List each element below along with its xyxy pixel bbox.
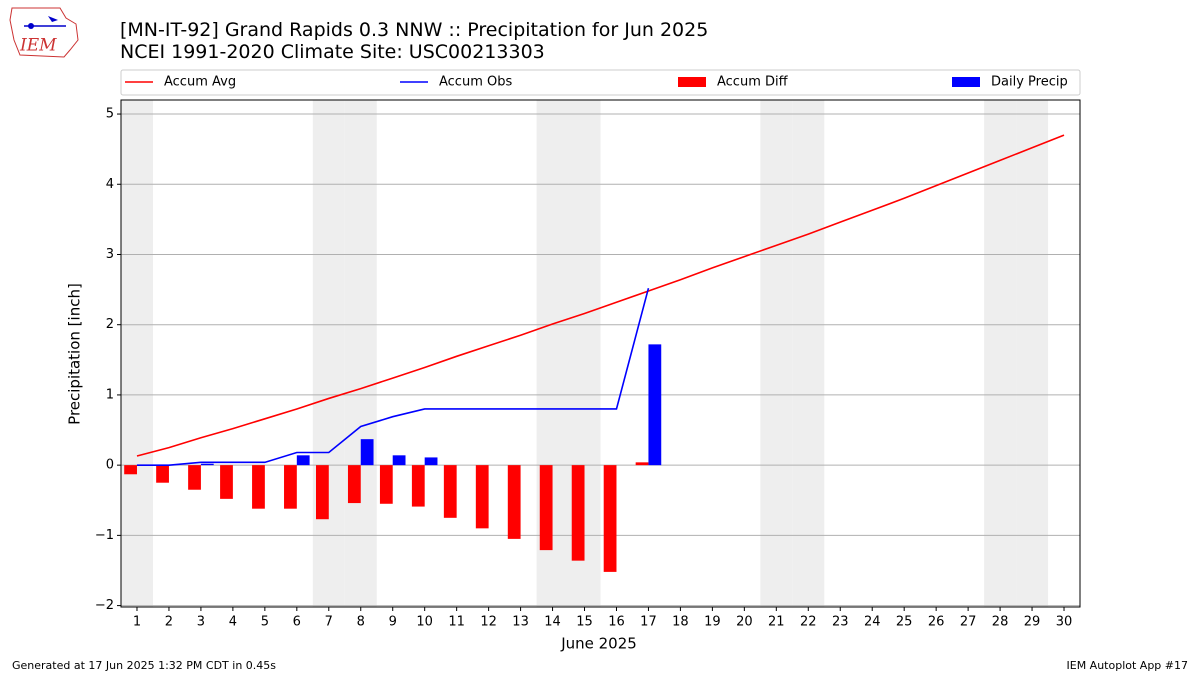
weekend-shade [1016, 100, 1049, 607]
bar [252, 465, 265, 509]
y-tick-label: 1 [106, 387, 114, 402]
weekend-shade [121, 100, 153, 607]
x-tick-label: 30 [1056, 615, 1073, 630]
y-tick-label: 2 [106, 317, 114, 332]
legend-label: Accum Diff [717, 75, 789, 90]
x-tick-label: 23 [832, 615, 849, 630]
legend-label: Daily Precip [991, 75, 1068, 90]
footer-right: IEM Autoplot App #17 [1067, 659, 1189, 672]
legend-swatch [678, 77, 706, 87]
bar [347, 465, 361, 504]
x-tick-label: 1 [133, 615, 141, 630]
bar [360, 439, 374, 466]
x-tick-label: 27 [960, 615, 977, 630]
weekend-shade [344, 100, 377, 607]
x-tick-label: 22 [800, 615, 817, 630]
bar [284, 465, 297, 509]
x-tick-label: 21 [768, 615, 785, 630]
x-tick-label: 20 [736, 615, 753, 630]
bar [220, 465, 233, 499]
x-tick-label: 29 [1024, 615, 1041, 630]
x-tick-label: 10 [416, 615, 433, 630]
y-tick-label: 0 [106, 458, 114, 473]
bar [411, 465, 425, 507]
bar [315, 465, 329, 520]
x-tick-label: 14 [544, 615, 561, 630]
legend-label: Accum Obs [439, 75, 512, 90]
bar [200, 463, 214, 466]
bar [603, 465, 617, 572]
bar [571, 465, 585, 561]
line [136, 134, 1065, 457]
y-tick-label: 4 [106, 177, 114, 192]
bar [648, 344, 662, 466]
bar [156, 465, 169, 483]
bar [443, 465, 457, 518]
x-tick-label: 28 [992, 615, 1009, 630]
y-tick-label: 5 [106, 107, 114, 122]
x-tick-label: 5 [261, 615, 269, 630]
bar [296, 455, 310, 466]
chart-title: [MN-IT-92] Grand Rapids 0.3 NNW :: Preci… [120, 19, 708, 41]
bar [424, 457, 438, 466]
x-tick-label: 8 [357, 615, 365, 630]
x-tick-label: 11 [448, 615, 465, 630]
x-tick-label: 17 [640, 615, 657, 630]
bar [507, 465, 521, 539]
bar [475, 465, 489, 529]
bar [379, 465, 393, 504]
x-tick-label: 16 [608, 615, 625, 630]
x-tick-label: 12 [480, 615, 497, 630]
y-tick-label: −2 [95, 598, 114, 613]
logo-text: IEM [19, 36, 57, 56]
footer-left: Generated at 17 Jun 2025 1:32 PM CDT in … [12, 659, 276, 672]
legend [120, 69, 1081, 96]
x-tick-label: 6 [293, 615, 301, 630]
x-tick-label: 24 [864, 615, 881, 630]
logo: IEM [9, 7, 79, 58]
chart-subtitle: NCEI 1991-2020 Climate Site: USC00213303 [120, 41, 545, 63]
bar [392, 455, 406, 466]
legend-label: Accum Avg [164, 75, 236, 90]
x-tick-label: 15 [576, 615, 593, 630]
x-axis-label: June 2025 [560, 635, 637, 653]
x-tick-label: 26 [928, 615, 945, 630]
line [136, 287, 650, 466]
x-tick-label: 19 [704, 615, 721, 630]
x-tick-label: 13 [512, 615, 529, 630]
x-tick-label: 4 [229, 615, 237, 630]
weekend-shade [792, 100, 825, 607]
bar [539, 465, 553, 551]
bar [635, 462, 649, 466]
y-tick-label: −1 [95, 528, 114, 543]
plot-frame [120, 99, 1081, 608]
x-tick-label: 7 [325, 615, 333, 630]
x-tick-label: 2 [165, 615, 173, 630]
x-tick-label: 25 [896, 615, 913, 630]
y-tick-label: 3 [106, 247, 114, 262]
x-tick-label: 9 [389, 615, 397, 630]
bar [124, 465, 137, 475]
y-axis-label: Precipitation [inch] [66, 283, 84, 425]
x-tick-label: 3 [197, 615, 205, 630]
weekend-shade [760, 100, 793, 607]
legend-swatch [952, 77, 980, 87]
weekend-shade [984, 100, 1017, 607]
x-tick-label: 18 [672, 615, 689, 630]
bar [188, 465, 201, 490]
weekend-shade [312, 100, 345, 607]
